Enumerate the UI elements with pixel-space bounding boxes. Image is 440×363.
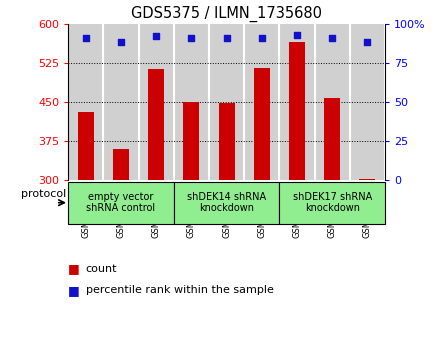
Bar: [244, 24, 279, 180]
Bar: [78, 113, 94, 180]
Bar: [209, 24, 244, 180]
FancyBboxPatch shape: [279, 182, 385, 224]
Bar: [68, 24, 103, 180]
Point: [153, 33, 160, 39]
Bar: [113, 149, 129, 180]
Point: [223, 35, 230, 41]
Bar: [254, 68, 270, 180]
Bar: [350, 24, 385, 180]
Bar: [359, 179, 375, 180]
Point: [82, 35, 89, 41]
Point: [364, 40, 371, 45]
Text: protocol: protocol: [21, 189, 66, 199]
Point: [188, 35, 195, 41]
Text: ■: ■: [68, 262, 80, 275]
Bar: [183, 102, 199, 180]
Point: [293, 32, 301, 37]
Text: shDEK17 shRNA
knockdown: shDEK17 shRNA knockdown: [293, 192, 372, 213]
Bar: [103, 24, 139, 180]
Point: [258, 35, 265, 41]
Text: empty vector
shRNA control: empty vector shRNA control: [86, 192, 156, 213]
Text: count: count: [86, 264, 117, 274]
Text: ■: ■: [68, 284, 80, 297]
Point: [329, 35, 336, 41]
Bar: [315, 24, 350, 180]
Bar: [139, 24, 174, 180]
Bar: [174, 24, 209, 180]
Text: shDEK14 shRNA
knockdown: shDEK14 shRNA knockdown: [187, 192, 266, 213]
Bar: [289, 42, 305, 180]
Bar: [279, 24, 315, 180]
Point: [117, 40, 125, 45]
Bar: [148, 69, 164, 180]
Bar: [219, 103, 235, 180]
Title: GDS5375 / ILMN_1735680: GDS5375 / ILMN_1735680: [131, 6, 322, 22]
Text: percentile rank within the sample: percentile rank within the sample: [86, 285, 274, 295]
Bar: [324, 98, 340, 180]
FancyBboxPatch shape: [174, 182, 279, 224]
FancyBboxPatch shape: [68, 182, 174, 224]
